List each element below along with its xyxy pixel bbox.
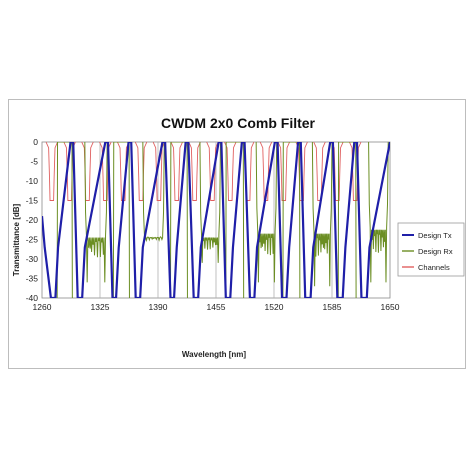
chart-title: CWDM 2x0 Comb Filter — [161, 115, 316, 131]
y-tick-label: -30 — [26, 254, 39, 264]
legend-label: Design Rx — [418, 247, 453, 256]
design-rx-line — [112, 142, 130, 298]
series-layer — [42, 142, 390, 298]
x-tick-label: 1325 — [91, 302, 110, 312]
series-group — [42, 142, 390, 298]
design-rx-line — [225, 142, 245, 298]
y-tick-labels: 0 -5 -10 -15 -20 -25 -30 -35 -40 — [26, 137, 39, 303]
y-tick-label: -40 — [26, 293, 39, 303]
x-tick-label: 1520 — [265, 302, 284, 312]
legend-label: Design Tx — [418, 231, 452, 240]
y-tick-label: -25 — [26, 235, 39, 245]
y-tick-label: -5 — [30, 157, 38, 167]
channel-filter-line — [313, 142, 326, 201]
legend-label: Channels — [418, 263, 450, 272]
channel-filter-line — [206, 142, 219, 201]
design-rx-line — [337, 142, 357, 298]
x-tick-label: 1260 — [33, 302, 52, 312]
y-tick-label: -35 — [26, 274, 39, 284]
x-axis-title: Wavelength [nm] — [182, 350, 246, 359]
design-rx-line — [169, 142, 188, 298]
y-tick-label: -15 — [26, 196, 39, 206]
y-tick-label: 0 — [33, 137, 38, 147]
channel-filter-line — [277, 142, 291, 201]
channel-filter-line — [152, 142, 166, 201]
design-rx-line — [56, 142, 73, 298]
x-tick-labels: 1260 1325 1390 1455 1520 1585 1650 — [33, 302, 400, 312]
x-tick-label: 1650 — [381, 302, 400, 312]
channel-filter-line — [134, 142, 148, 201]
design-rx-line — [84, 142, 108, 283]
chart-frame: CWDM 2x0 Comb Filter 1260 1325 1390 1455 152… — [8, 99, 466, 369]
x-tick-label: 1390 — [149, 302, 168, 312]
design-rx-line — [282, 142, 301, 298]
design-rx-line — [142, 142, 165, 243]
x-tick-label: 1585 — [323, 302, 342, 312]
y-axis-title: Transmittance [dB] — [12, 203, 21, 276]
y-tick-label: -10 — [26, 176, 39, 186]
legend: Design Tx Design Rx Channels — [397, 222, 465, 277]
channel-filter-line — [331, 142, 344, 201]
channel-filter-line — [188, 142, 201, 201]
y-tick-label: -20 — [26, 215, 39, 225]
x-tick-label: 1455 — [207, 302, 226, 312]
channel-filter-line — [224, 142, 237, 201]
comb-filter-chart: CWDM 2x0 Comb Filter 1260 1325 1390 1455 152… — [12, 115, 465, 359]
channel-filter-line — [45, 142, 59, 201]
channel-filter-line — [170, 142, 183, 201]
design-rx-line — [311, 142, 333, 287]
